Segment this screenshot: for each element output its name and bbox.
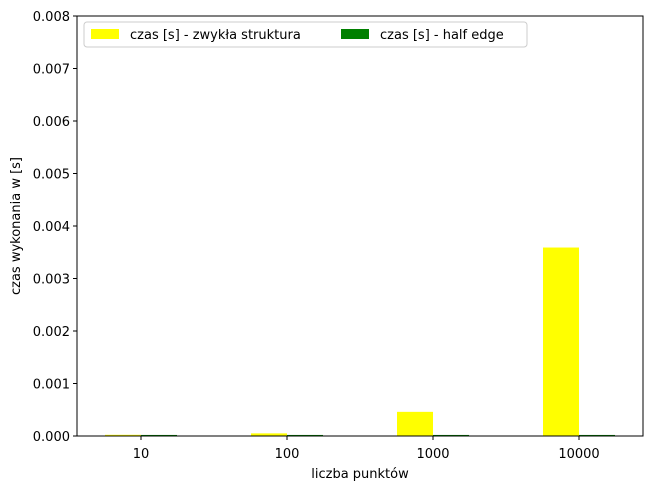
bar-zwykla-struktura-10000 bbox=[543, 247, 579, 436]
x-tick-label: 10 bbox=[133, 447, 150, 462]
bar-half-edge-10 bbox=[141, 434, 177, 436]
y-tick-label: 0.001 bbox=[33, 378, 70, 393]
legend: czas [s] - zwykła struktura czas [s] - h… bbox=[83, 21, 528, 48]
x-axis-label: liczba punktów bbox=[311, 467, 409, 482]
y-tick-label: 0.003 bbox=[33, 273, 70, 288]
x-tick-label: 1000 bbox=[416, 447, 449, 462]
y-tick-label: 0.004 bbox=[33, 220, 70, 235]
legend-label-zwykla-struktura: czas [s] - zwykła struktura bbox=[130, 28, 301, 43]
bar-half-edge-100 bbox=[287, 434, 323, 436]
legend-swatch-half-edge bbox=[341, 29, 369, 39]
legend-swatch-zwykla-struktura bbox=[91, 29, 119, 39]
bar-half-edge-10000 bbox=[579, 434, 615, 436]
y-tick-label: 0.008 bbox=[33, 10, 70, 25]
x-axis-ticks: 10 100 1000 10000 bbox=[133, 436, 600, 462]
legend-box bbox=[83, 21, 528, 48]
y-tick-label: 0.002 bbox=[33, 325, 70, 340]
bar-zwykla-struktura-1000 bbox=[397, 411, 433, 436]
bar-zwykla-struktura-10 bbox=[105, 434, 141, 436]
y-tick-label: 0.007 bbox=[33, 63, 70, 78]
x-tick-label: 10000 bbox=[558, 447, 599, 462]
y-axis-label: czas wykonania w [s] bbox=[9, 157, 24, 295]
bar-zwykla-struktura-100 bbox=[251, 433, 287, 436]
y-tick-label: 0.006 bbox=[33, 115, 70, 130]
legend-label-half-edge: czas [s] - half edge bbox=[380, 28, 504, 43]
y-axis-ticks: 0.000 0.001 0.002 0.003 0.004 0.005 0.006 0.007… bbox=[33, 10, 77, 445]
x-tick-label: 100 bbox=[275, 447, 300, 462]
plot-frame bbox=[76, 15, 644, 437]
bar-half-edge-1000 bbox=[433, 434, 469, 436]
y-tick-label: 0.005 bbox=[33, 168, 70, 183]
bars-layer bbox=[105, 247, 615, 436]
y-tick-label: 0.000 bbox=[33, 430, 70, 445]
